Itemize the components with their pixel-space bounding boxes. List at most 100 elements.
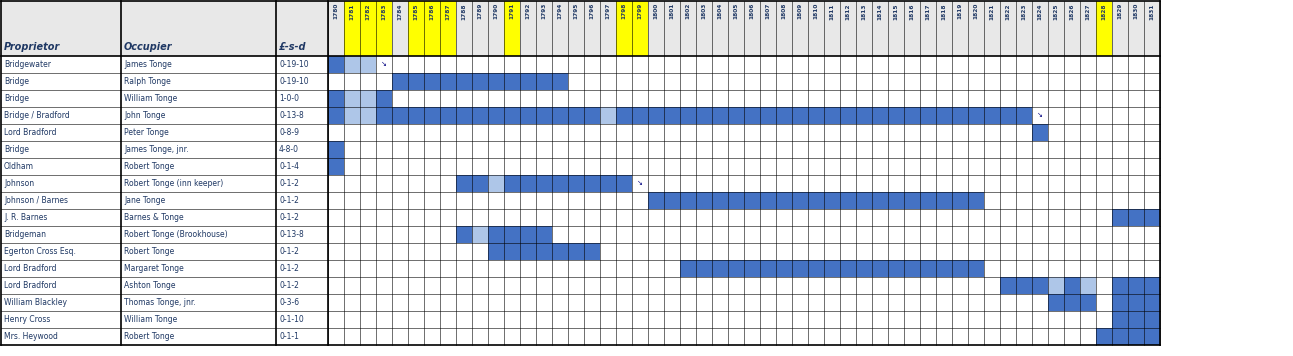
Bar	[1144, 209, 1160, 226]
Text: 1811: 1811	[830, 3, 834, 20]
Bar	[328, 90, 344, 107]
Bar	[440, 73, 456, 90]
Bar	[728, 1, 743, 56]
Bar	[376, 90, 392, 107]
Bar	[1064, 277, 1080, 294]
Text: 1820: 1820	[974, 3, 979, 19]
Text: 1815: 1815	[893, 3, 899, 20]
Bar	[696, 260, 712, 277]
Text: 1800: 1800	[653, 3, 658, 19]
Bar	[487, 107, 504, 124]
Bar	[1, 73, 1160, 90]
Bar	[584, 243, 600, 260]
Bar	[1016, 277, 1032, 294]
Bar	[680, 192, 696, 209]
Bar	[1032, 124, 1049, 141]
Text: Ralph Tonge: Ralph Tonge	[124, 77, 171, 86]
Bar	[904, 260, 921, 277]
Text: 0-1-2: 0-1-2	[279, 179, 299, 188]
Text: 0-13-8: 0-13-8	[279, 230, 304, 239]
Bar	[921, 107, 936, 124]
Bar	[696, 107, 712, 124]
Text: 1794: 1794	[557, 3, 562, 19]
Bar	[472, 107, 487, 124]
Bar	[921, 192, 936, 209]
Text: 1798: 1798	[622, 3, 627, 19]
Text: 1813: 1813	[861, 3, 866, 20]
Text: Bridge / Bradford: Bridge / Bradford	[4, 111, 70, 120]
Bar	[871, 107, 888, 124]
Bar	[424, 1, 440, 56]
Bar	[712, 107, 728, 124]
Text: Margaret Tonge: Margaret Tonge	[124, 264, 184, 273]
Text: Johnson / Barnes: Johnson / Barnes	[4, 196, 69, 205]
Text: Peter Tonge: Peter Tonge	[124, 128, 169, 137]
Bar	[552, 175, 568, 192]
Bar	[793, 260, 808, 277]
Bar	[665, 192, 680, 209]
Text: 1799: 1799	[637, 3, 643, 19]
Bar	[456, 107, 472, 124]
Bar	[472, 226, 487, 243]
Bar	[728, 260, 743, 277]
Bar	[487, 1, 504, 56]
Bar	[696, 192, 712, 209]
Bar	[568, 1, 584, 56]
Text: 1822: 1822	[1006, 3, 1011, 20]
Bar	[1, 209, 1160, 226]
Bar	[1, 107, 1160, 124]
Bar	[968, 260, 984, 277]
Text: 1802: 1802	[685, 3, 690, 19]
Text: Robert Tonge (inn keeper): Robert Tonge (inn keeper)	[124, 179, 224, 188]
Bar	[824, 192, 840, 209]
Text: 1814: 1814	[878, 3, 883, 20]
Bar	[537, 175, 552, 192]
Bar	[520, 73, 537, 90]
Bar	[1144, 1, 1160, 56]
Text: John Tonge: John Tonge	[124, 111, 166, 120]
Text: 1809: 1809	[798, 3, 803, 19]
Bar	[856, 192, 871, 209]
Text: William Tonge: William Tonge	[124, 315, 177, 324]
Bar	[632, 1, 648, 56]
Bar	[504, 107, 520, 124]
Text: 1808: 1808	[781, 3, 786, 19]
Bar	[600, 107, 615, 124]
Bar	[359, 1, 376, 56]
Bar	[1, 192, 1160, 209]
Text: 1796: 1796	[590, 3, 595, 19]
Bar	[728, 192, 743, 209]
Bar	[1127, 277, 1144, 294]
Bar	[424, 73, 440, 90]
Text: 1782: 1782	[366, 3, 371, 20]
Bar	[1, 124, 1160, 141]
Bar	[1032, 277, 1049, 294]
Text: 0-1-2: 0-1-2	[279, 196, 299, 205]
Bar	[856, 1, 871, 56]
Bar	[1064, 294, 1080, 311]
Bar	[552, 73, 568, 90]
Text: ↘: ↘	[637, 180, 643, 187]
Bar	[1032, 107, 1049, 124]
Text: 1801: 1801	[670, 3, 675, 19]
Bar	[840, 107, 856, 124]
Text: 1790: 1790	[494, 3, 499, 19]
Bar	[1080, 294, 1096, 311]
Bar	[665, 1, 680, 56]
Text: James Tonge: James Tonge	[124, 60, 172, 69]
Bar	[1, 328, 1160, 345]
Bar	[344, 90, 359, 107]
Text: 1826: 1826	[1069, 3, 1074, 20]
Bar	[648, 1, 665, 56]
Bar	[328, 158, 344, 175]
Bar	[520, 175, 537, 192]
Bar	[824, 260, 840, 277]
Bar	[680, 260, 696, 277]
Text: 1783: 1783	[381, 3, 387, 20]
Bar	[776, 107, 793, 124]
Text: 1823: 1823	[1021, 3, 1027, 20]
Bar	[760, 1, 776, 56]
Text: 1806: 1806	[750, 3, 755, 19]
Bar	[921, 260, 936, 277]
Bar	[344, 56, 359, 73]
